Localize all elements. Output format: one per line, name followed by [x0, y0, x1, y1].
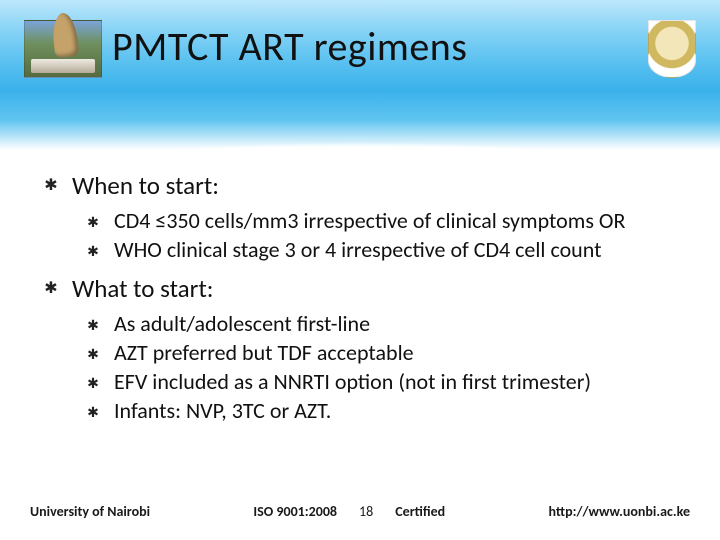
bullet-text: Infants: NVP, 3TC or AZT.: [114, 397, 331, 424]
bullet-text: WHO clinical stage 3 or 4 irrespective o…: [114, 236, 601, 263]
slide-header: PMTCT ART regimens: [0, 0, 720, 150]
footer-certified: Certified: [395, 503, 445, 520]
bullet-when-to-start: ✱ When to start:: [44, 170, 676, 201]
sub-bullet: ✱ As adult/adolescent first-line: [86, 310, 676, 337]
star-bullet-icon: ✱: [86, 344, 100, 371]
footer-page-number: 18: [359, 503, 373, 520]
uon-tower-photo-icon: [24, 20, 102, 78]
bullet-what-to-start: ✱ What to start:: [44, 273, 676, 304]
uon-crest-icon: [648, 20, 696, 78]
slide-body: ✱ When to start: ✱ CD4 ≤350 cells/mm3 ir…: [44, 168, 676, 424]
star-bullet-icon: ✱: [86, 402, 100, 429]
star-bullet-icon: ✱: [86, 241, 100, 268]
sub-bullet: ✱ WHO clinical stage 3 or 4 irrespective…: [86, 236, 676, 263]
footer-left: University of Nairobi: [30, 503, 150, 520]
star-bullet-icon: ✱: [44, 277, 58, 308]
slide-title: PMTCT ART regimens: [112, 22, 467, 71]
sub-bullet: ✱ EFV included as a NNRTI option (not in…: [86, 368, 676, 395]
slide: PMTCT ART regimens ✱ When to start: ✱ CD…: [0, 0, 720, 540]
bullet-text: What to start:: [72, 273, 213, 304]
star-bullet-icon: ✱: [86, 315, 100, 342]
footer-iso: ISO 9001:2008: [253, 503, 337, 520]
sub-bullet: ✱ Infants: NVP, 3TC or AZT.: [86, 397, 676, 424]
star-bullet-icon: ✱: [86, 373, 100, 400]
footer-center: ISO 9001:2008 18 Certified: [253, 503, 445, 520]
star-bullet-icon: ✱: [44, 174, 58, 205]
footer-url: http://www.uonbi.ac.ke: [549, 503, 691, 520]
sub-bullet: ✱ AZT preferred but TDF acceptable: [86, 339, 676, 366]
bullet-text: EFV included as a NNRTI option (not in f…: [114, 368, 591, 395]
star-bullet-icon: ✱: [86, 212, 100, 239]
bullet-text: CD4 ≤350 cells/mm3 irrespective of clini…: [114, 207, 625, 234]
bullet-text: AZT preferred but TDF acceptable: [114, 339, 414, 366]
sub-bullet: ✱ CD4 ≤350 cells/mm3 irrespective of cli…: [86, 207, 676, 234]
bullet-text: When to start:: [72, 170, 219, 201]
bullet-text: As adult/adolescent first-line: [114, 310, 370, 337]
slide-footer: University of Nairobi ISO 9001:2008 18 C…: [0, 503, 720, 520]
